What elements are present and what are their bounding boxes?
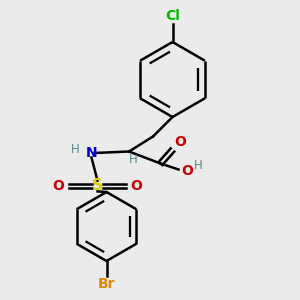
Text: O: O [182, 164, 194, 178]
Text: Br: Br [98, 278, 115, 292]
Text: H: H [70, 143, 80, 156]
Text: Cl: Cl [165, 8, 180, 22]
Text: N: N [86, 146, 97, 160]
Text: S: S [92, 178, 103, 194]
Text: H: H [194, 159, 202, 172]
Text: O: O [130, 179, 142, 193]
Text: O: O [52, 179, 64, 193]
Text: H: H [129, 153, 138, 166]
Text: O: O [174, 134, 186, 148]
